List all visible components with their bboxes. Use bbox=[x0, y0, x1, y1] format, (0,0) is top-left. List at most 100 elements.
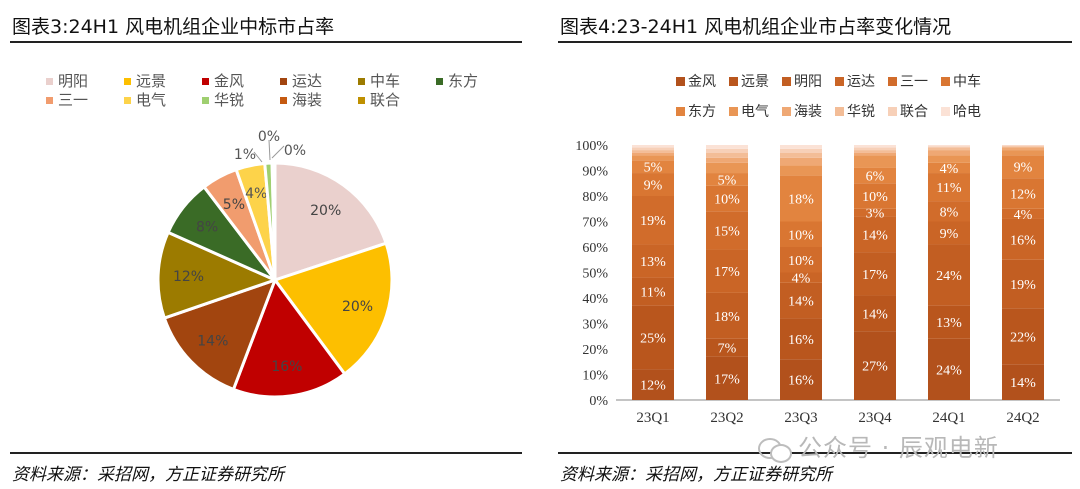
bar-segment bbox=[928, 147, 970, 151]
y-tick-label: 90% bbox=[582, 165, 608, 180]
bar-segment bbox=[1002, 150, 1044, 156]
pie-slice-label: 5% bbox=[223, 197, 245, 213]
bar-segment bbox=[1002, 146, 1044, 148]
bar-legend-item: 中车 bbox=[941, 73, 981, 90]
pie-legend-label: 联合 bbox=[370, 91, 400, 109]
pie-slice-label: 20% bbox=[310, 203, 341, 219]
bar-segment-label: 16% bbox=[788, 374, 814, 389]
bar-segment bbox=[706, 152, 748, 158]
pie-legend-label: 电气 bbox=[136, 91, 166, 109]
bar-segment bbox=[632, 147, 674, 151]
watermark: 公众号 · 辰观电新 bbox=[758, 428, 999, 463]
pie-legend-swatch bbox=[202, 78, 209, 85]
bar-segment-label: 8% bbox=[940, 205, 959, 220]
pie-legend-label: 三一 bbox=[58, 91, 88, 109]
pie-legend-label: 中车 bbox=[370, 72, 400, 90]
bar-segment bbox=[780, 282, 822, 319]
bar-segment bbox=[928, 244, 970, 306]
bar-legend-item: 运达 bbox=[835, 74, 875, 90]
bar-segment bbox=[632, 155, 674, 161]
bar-segment-label: 17% bbox=[714, 372, 740, 387]
bar-segment bbox=[1002, 147, 1044, 151]
bar-legend-swatch bbox=[729, 77, 738, 86]
right-panel: 图表4:23-24H1 风电机组企业市占率变化情况 金风 远景 明阳 运达 三一 中车 东方… bbox=[548, 0, 1080, 489]
bar-segment-label: 14% bbox=[788, 295, 814, 310]
pie-legend-swatch bbox=[280, 78, 287, 85]
watermark-text: 公众号 · 辰观电新 bbox=[798, 434, 999, 462]
bar-segment bbox=[928, 338, 970, 400]
x-tick-label: 23Q4 bbox=[858, 410, 892, 426]
bar-legend-item: 三一 bbox=[888, 74, 928, 90]
x-tick-label: 24Q2 bbox=[1006, 410, 1039, 426]
bar-segment bbox=[780, 152, 822, 158]
y-tick-label: 20% bbox=[582, 343, 608, 358]
bar-legend-item: 哈电 bbox=[941, 104, 981, 120]
bar-legend-item: 电气 bbox=[729, 104, 769, 120]
bar-segment bbox=[706, 356, 748, 400]
bar-legend-swatch bbox=[729, 107, 738, 116]
bar-segment bbox=[780, 148, 822, 153]
bar-segment bbox=[854, 252, 896, 296]
bar-segment-label: 14% bbox=[862, 228, 888, 243]
bar-segment bbox=[854, 147, 896, 151]
bar-segment bbox=[632, 369, 674, 400]
pie-legend-swatch bbox=[124, 97, 131, 104]
y-tick-label: 50% bbox=[582, 267, 608, 282]
bar-legend-label: 金风 bbox=[688, 74, 716, 90]
bar-segment-label: 17% bbox=[714, 265, 740, 280]
bar-segment bbox=[706, 338, 748, 357]
pie-slice-label: 14% bbox=[197, 333, 228, 349]
bar-segment-label: 16% bbox=[1010, 233, 1036, 248]
pie-legend-item: 明阳 bbox=[46, 72, 88, 90]
bar-segment bbox=[632, 145, 674, 148]
bar-segment bbox=[632, 152, 674, 156]
pie-leader-line bbox=[253, 151, 263, 163]
bar-segment-label: 4% bbox=[1014, 208, 1033, 223]
bar-legend-label: 华锐 bbox=[847, 104, 875, 120]
bar-segment bbox=[1002, 259, 1044, 309]
bar-legend-label: 运达 bbox=[847, 74, 875, 90]
bar-segment bbox=[1002, 308, 1044, 365]
bar-segment-label: 25% bbox=[640, 332, 666, 347]
pie-slice-label: 16% bbox=[271, 359, 302, 375]
bar-segment bbox=[780, 165, 822, 176]
pie-leader-line bbox=[271, 145, 285, 159]
left-title-rule bbox=[10, 41, 522, 43]
pie-legend-item: 三一 bbox=[46, 91, 88, 109]
y-tick-label: 60% bbox=[582, 241, 608, 256]
bar-segment bbox=[854, 167, 896, 184]
pie-legend-item: 运达 bbox=[280, 72, 322, 90]
y-tick-label: 0% bbox=[589, 394, 608, 409]
bar-segment-label: 10% bbox=[862, 190, 888, 205]
bar-segment-label: 14% bbox=[1010, 376, 1036, 391]
bar-segment bbox=[780, 221, 822, 247]
left-source-rule bbox=[10, 452, 522, 454]
bar-legend-item: 东方 bbox=[676, 104, 716, 120]
pie-legend-label: 东方 bbox=[448, 72, 478, 90]
bar-segment bbox=[1002, 155, 1044, 179]
pie-legend-label: 金风 bbox=[214, 72, 244, 90]
pie-legend-item: 华锐 bbox=[202, 91, 244, 109]
pie-legend-item: 电气 bbox=[124, 91, 166, 109]
bar-segment-label: 18% bbox=[788, 193, 814, 208]
bar-legend-swatch bbox=[782, 107, 791, 116]
y-tick-label: 10% bbox=[582, 369, 608, 384]
bar-legend-label: 联合 bbox=[900, 104, 928, 120]
bar-segment-label: 4% bbox=[792, 272, 811, 287]
bar-segment bbox=[854, 295, 896, 332]
bar-segment bbox=[780, 318, 822, 360]
bar-segment bbox=[632, 277, 674, 306]
bar-segment bbox=[706, 157, 748, 163]
bar-legend-label: 三一 bbox=[900, 74, 928, 90]
bar-segment bbox=[706, 292, 748, 339]
bar-segment-label: 14% bbox=[862, 307, 888, 322]
pie-legend-item: 远景 bbox=[124, 72, 166, 90]
pie-slice-label: 8% bbox=[196, 219, 218, 235]
bar-segment-label: 24% bbox=[936, 269, 962, 284]
bar-legend-swatch bbox=[835, 77, 844, 86]
pie-slice bbox=[272, 161, 277, 281]
bar-segment bbox=[706, 148, 748, 153]
bar-segment bbox=[928, 162, 970, 174]
bar-segment bbox=[1002, 178, 1044, 209]
